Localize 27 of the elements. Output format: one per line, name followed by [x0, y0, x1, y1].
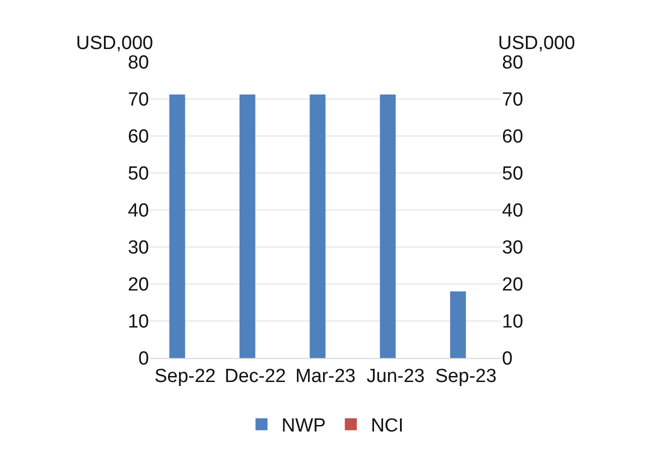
y2-axis-title: USD,000 [498, 33, 576, 54]
y-tick-label: 50 [128, 164, 149, 185]
x-tick-label: Sep-22 [154, 366, 216, 387]
x-tick-label: Sep-23 [435, 366, 497, 387]
y2-tick-label: 20 [502, 274, 524, 296]
y2-tick-label: 10 [502, 312, 524, 333]
y-tick-label: 20 [128, 274, 149, 296]
y-tick-label: 30 [128, 238, 149, 259]
y2-tick-label: 30 [502, 238, 524, 259]
y2-tick-label: 70 [502, 90, 524, 111]
y2-tick-label: 80 [502, 52, 524, 74]
y2-tick-label: 0 [502, 348, 513, 370]
y-tick-label: 10 [128, 312, 149, 333]
y2-tick-label: 40 [502, 200, 524, 222]
x-tick-label: Jun-23 [366, 366, 425, 387]
x-tick-label: Dec-22 [224, 366, 286, 387]
y-tick-label: 60 [128, 126, 149, 148]
y2-tick-label: 50 [502, 164, 524, 185]
x-tick-label: Mar-23 [295, 366, 356, 387]
y-tick-label: 40 [128, 200, 149, 222]
y-tick-label: 80 [128, 52, 149, 74]
y-axis-title: USD,000 [76, 33, 154, 54]
legend-label: NWP [282, 416, 326, 437]
legend-label: NCI [370, 416, 404, 437]
y-tick-label: 70 [128, 90, 149, 111]
y-tick-label: 0 [138, 348, 149, 370]
y2-tick-label: 60 [502, 126, 524, 148]
